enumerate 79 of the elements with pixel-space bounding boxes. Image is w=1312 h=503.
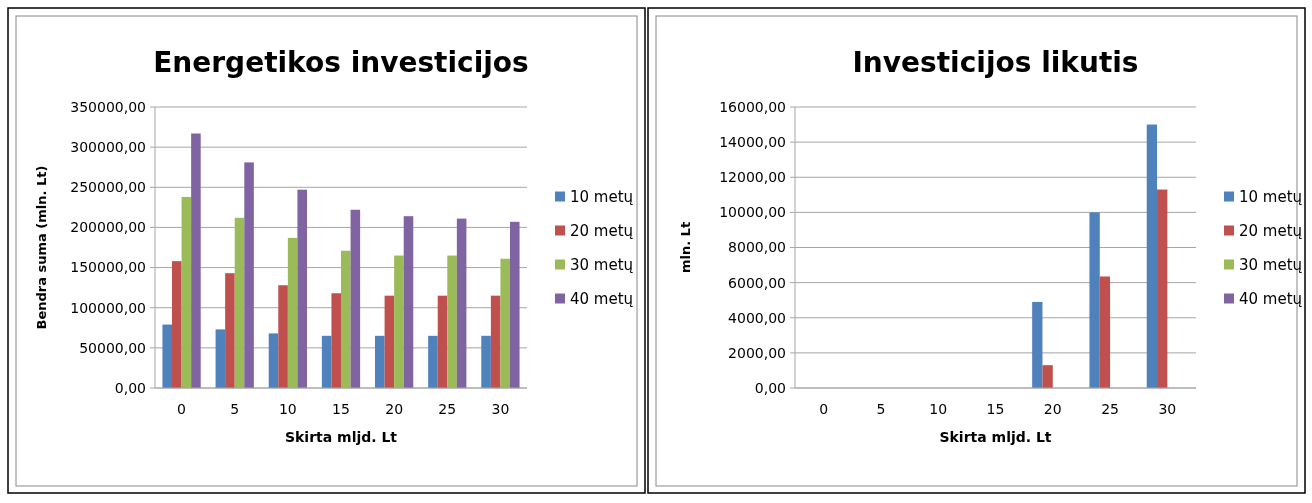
legend-label: 30 metų bbox=[1239, 255, 1303, 274]
y-tick-label: 10000,00 bbox=[719, 204, 786, 221]
y-tick-label: 300000,00 bbox=[70, 139, 146, 156]
x-tick-label: 20 bbox=[1043, 401, 1062, 417]
y-axis-title: Bendra suma (mln. Lt) bbox=[34, 165, 49, 330]
bar bbox=[191, 133, 201, 388]
chart-title: Energetikos investicijos bbox=[153, 46, 529, 79]
x-tick-label: 25 bbox=[438, 401, 457, 417]
bar bbox=[1157, 189, 1168, 388]
y-tick-label: 50000,00 bbox=[79, 339, 146, 356]
bar bbox=[500, 258, 510, 388]
bar bbox=[384, 295, 395, 388]
bar bbox=[350, 209, 361, 388]
y-tick-label: 350000,00 bbox=[70, 98, 146, 115]
bar bbox=[341, 250, 351, 388]
bar bbox=[456, 218, 467, 388]
bar bbox=[268, 333, 279, 388]
y-tick-label: 200000,00 bbox=[70, 219, 146, 236]
bar bbox=[1032, 301, 1043, 388]
bar bbox=[403, 216, 414, 388]
y-tick-label: 12000,00 bbox=[719, 169, 786, 186]
bar bbox=[394, 255, 404, 388]
x-tick-label: 15 bbox=[332, 401, 350, 417]
x-tick-label: 5 bbox=[876, 401, 886, 417]
bar bbox=[490, 295, 501, 388]
x-tick-label: 25 bbox=[1101, 401, 1119, 417]
x-tick-label: 10 bbox=[929, 401, 948, 417]
bar bbox=[181, 196, 192, 388]
x-tick-label: 30 bbox=[1158, 401, 1177, 417]
x-tick-label: 0 bbox=[819, 401, 829, 417]
y-tick-label: 250000,00 bbox=[70, 179, 146, 196]
x-axis-title: Skirta mljd. Lt bbox=[284, 429, 398, 445]
bar bbox=[287, 237, 298, 388]
bar bbox=[278, 285, 288, 388]
bar bbox=[225, 273, 235, 388]
legend-label: 40 metų bbox=[570, 289, 634, 308]
x-tick-label: 10 bbox=[278, 401, 297, 417]
bar bbox=[172, 261, 182, 388]
bar bbox=[234, 217, 245, 388]
bar bbox=[1099, 276, 1111, 388]
bar bbox=[437, 295, 448, 388]
x-tick-label: 15 bbox=[986, 401, 1005, 417]
bar bbox=[1089, 212, 1100, 388]
bar bbox=[481, 335, 491, 388]
y-tick-label: 150000,00 bbox=[70, 259, 146, 276]
bar bbox=[321, 335, 332, 388]
bar bbox=[509, 221, 520, 388]
x-tick-label: 20 bbox=[385, 401, 404, 417]
legend-label: 40 metų bbox=[1239, 289, 1303, 308]
x-tick-label: 5 bbox=[230, 401, 240, 417]
bar bbox=[215, 329, 226, 388]
x-tick-label: 30 bbox=[491, 401, 510, 417]
bar bbox=[244, 162, 254, 388]
x-axis-title: Skirta mljd. Lt bbox=[939, 429, 1052, 445]
bar bbox=[1146, 124, 1158, 388]
bar bbox=[162, 324, 173, 388]
y-tick-label: 4000,00 bbox=[728, 309, 786, 326]
y-tick-label: 16000,00 bbox=[719, 98, 786, 115]
bar bbox=[297, 189, 307, 388]
bar bbox=[375, 335, 385, 388]
y-tick-label: 14000,00 bbox=[719, 134, 786, 151]
legend-label: 20 metų bbox=[570, 221, 634, 240]
bar bbox=[447, 255, 457, 388]
legend-label: 10 metų bbox=[1239, 187, 1303, 206]
chart-title: Investicijos likutis bbox=[852, 46, 1139, 79]
y-axis-title: mln. Lt bbox=[678, 221, 693, 274]
bar bbox=[331, 293, 341, 388]
bar bbox=[428, 335, 438, 388]
y-tick-label: 0,00 bbox=[754, 379, 786, 396]
y-tick-label: 0,00 bbox=[114, 379, 146, 396]
y-tick-label: 8000,00 bbox=[728, 239, 786, 256]
y-tick-label: 2000,00 bbox=[728, 344, 786, 361]
y-tick-label: 6000,00 bbox=[728, 274, 786, 291]
bar bbox=[1042, 365, 1053, 388]
x-tick-label: 0 bbox=[177, 401, 187, 417]
legend-label: 30 metų bbox=[570, 255, 634, 274]
legend-label: 20 metų bbox=[1239, 221, 1303, 240]
legend-label: 10 metų bbox=[570, 187, 634, 206]
y-tick-label: 100000,00 bbox=[70, 299, 146, 316]
